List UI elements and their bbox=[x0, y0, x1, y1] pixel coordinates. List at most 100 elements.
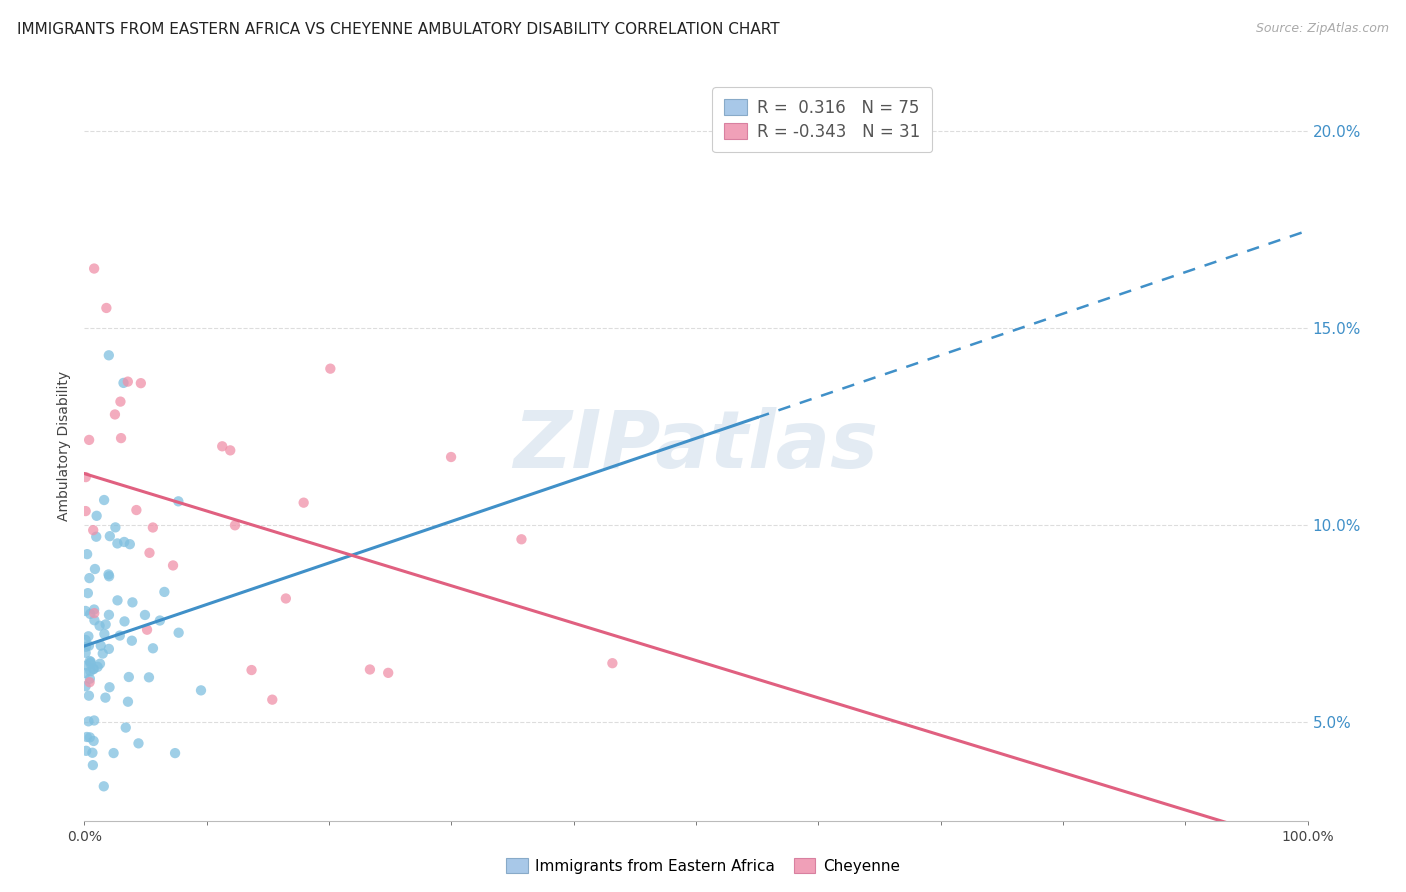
Point bbox=[117, 375, 139, 389]
Point bbox=[89, 618, 111, 632]
Point bbox=[79, 654, 101, 668]
Point bbox=[142, 520, 165, 534]
Point bbox=[97, 348, 120, 362]
Point bbox=[96, 301, 118, 315]
Point bbox=[75, 504, 97, 518]
Point bbox=[103, 746, 125, 760]
Point bbox=[224, 518, 246, 533]
Point bbox=[83, 613, 105, 627]
Text: IMMIGRANTS FROM EASTERN AFRICA VS CHEYENNE AMBULATORY DISABILITY CORRELATION CHA: IMMIGRANTS FROM EASTERN AFRICA VS CHEYEN… bbox=[17, 22, 779, 37]
Point bbox=[91, 647, 114, 661]
Point bbox=[98, 680, 121, 694]
Point bbox=[129, 376, 152, 391]
Point bbox=[77, 714, 100, 729]
Point bbox=[211, 439, 233, 453]
Point bbox=[292, 496, 315, 510]
Point bbox=[104, 408, 127, 422]
Point bbox=[75, 679, 97, 693]
Legend: R =  0.316   N = 75, R = -0.343   N = 31: R = 0.316 N = 75, R = -0.343 N = 31 bbox=[713, 87, 932, 153]
Point bbox=[110, 394, 132, 409]
Point bbox=[114, 615, 136, 629]
Point bbox=[112, 376, 135, 390]
Point bbox=[97, 567, 120, 582]
Point bbox=[162, 558, 184, 573]
Point bbox=[80, 655, 103, 669]
Point bbox=[114, 721, 136, 735]
Point bbox=[79, 571, 101, 585]
Point bbox=[79, 657, 101, 671]
Point bbox=[79, 607, 101, 621]
Point bbox=[84, 530, 107, 544]
Point bbox=[79, 672, 101, 686]
Y-axis label: Ambulatory Disability: Ambulatory Disability bbox=[58, 371, 72, 521]
Point bbox=[75, 604, 97, 618]
Point bbox=[90, 639, 112, 653]
Point bbox=[83, 662, 105, 676]
Point bbox=[86, 508, 108, 523]
Point bbox=[602, 656, 624, 670]
Point bbox=[83, 714, 105, 728]
Point bbox=[149, 614, 172, 628]
Text: Source: ZipAtlas.com: Source: ZipAtlas.com bbox=[1256, 22, 1389, 36]
Text: ZIPatlas: ZIPatlas bbox=[513, 407, 879, 485]
Point bbox=[97, 641, 120, 656]
Legend: Immigrants from Eastern Africa, Cheyenne: Immigrants from Eastern Africa, Cheyenne bbox=[501, 852, 905, 880]
Point bbox=[86, 660, 108, 674]
Point bbox=[82, 758, 104, 772]
Point bbox=[83, 602, 105, 616]
Point bbox=[121, 633, 143, 648]
Point bbox=[118, 537, 141, 551]
Point bbox=[121, 595, 143, 609]
Point bbox=[82, 523, 104, 537]
Point bbox=[75, 632, 97, 647]
Point bbox=[118, 670, 141, 684]
Point bbox=[165, 746, 187, 760]
Point bbox=[77, 629, 100, 643]
Point bbox=[83, 261, 105, 276]
Point bbox=[98, 569, 121, 583]
Point bbox=[319, 361, 342, 376]
Point bbox=[89, 657, 111, 671]
Point bbox=[219, 443, 242, 458]
Point bbox=[93, 627, 115, 641]
Point bbox=[94, 617, 117, 632]
Point bbox=[136, 623, 159, 637]
Point bbox=[167, 494, 190, 508]
Point bbox=[107, 593, 129, 607]
Point bbox=[75, 470, 97, 484]
Point bbox=[77, 433, 100, 447]
Point bbox=[97, 607, 120, 622]
Point bbox=[138, 670, 160, 684]
Point bbox=[76, 730, 98, 744]
Point bbox=[82, 662, 104, 676]
Point bbox=[138, 546, 160, 560]
Point bbox=[79, 731, 101, 745]
Point bbox=[75, 640, 97, 654]
Point bbox=[83, 734, 105, 748]
Point bbox=[105, 536, 128, 550]
Point bbox=[93, 493, 115, 508]
Point bbox=[108, 629, 131, 643]
Point bbox=[440, 450, 463, 464]
Point bbox=[77, 639, 100, 653]
Point bbox=[77, 689, 100, 703]
Point bbox=[98, 529, 121, 543]
Point bbox=[75, 744, 97, 758]
Point bbox=[75, 666, 97, 681]
Point bbox=[190, 683, 212, 698]
Point bbox=[82, 746, 104, 760]
Point bbox=[117, 695, 139, 709]
Point bbox=[127, 736, 149, 750]
Point bbox=[104, 520, 127, 534]
Point bbox=[377, 665, 399, 680]
Point bbox=[75, 646, 97, 660]
Point bbox=[79, 675, 101, 690]
Point bbox=[75, 658, 97, 673]
Point bbox=[167, 625, 190, 640]
Point bbox=[240, 663, 263, 677]
Point bbox=[84, 562, 107, 576]
Point bbox=[76, 547, 98, 561]
Point bbox=[153, 585, 176, 599]
Point bbox=[93, 780, 115, 794]
Point bbox=[134, 607, 156, 622]
